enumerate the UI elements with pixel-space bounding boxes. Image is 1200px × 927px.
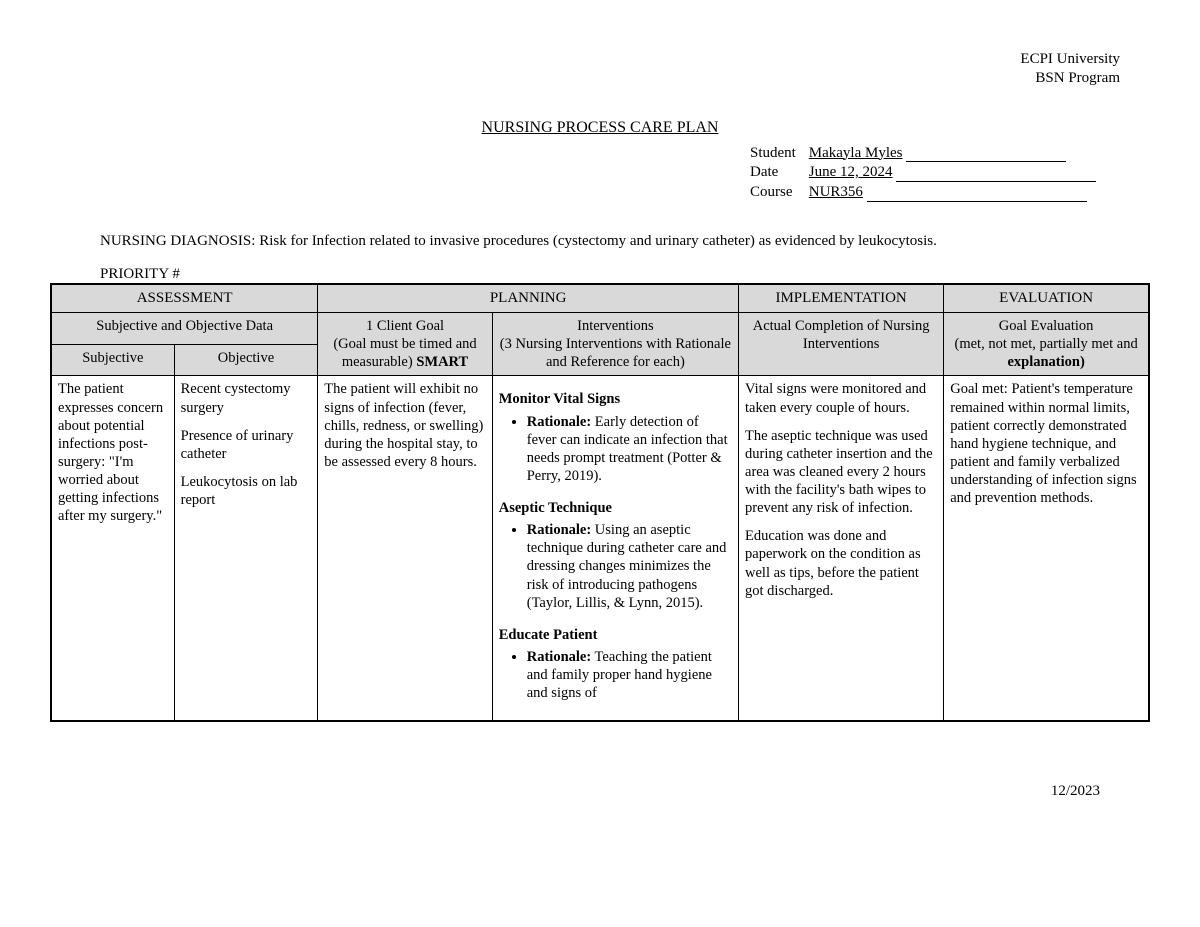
impl-2: The aseptic technique was used during ca… — [745, 427, 937, 518]
int3-item: Rationale: Teaching the patient and fami… — [527, 648, 732, 702]
int1-title: Monitor Vital Signs — [499, 390, 732, 408]
cell-objective: Recent cystectomy surgery Presence of ur… — [174, 376, 318, 721]
diagnosis-label: NURSING DIAGNOSIS: — [100, 233, 255, 249]
col-interventions: Interventions (3 Nursing Interventions w… — [492, 313, 738, 376]
col-eval-line2a: (met, not met, partially met and — [955, 336, 1138, 352]
care-plan-table: ASSESSMENT PLANNING IMPLEMENTATION EVALU… — [50, 283, 1150, 722]
col-eval-line1: Goal Evaluation — [950, 317, 1142, 335]
objective-3: Leukocytosis on lab report — [181, 473, 312, 509]
date-blank — [896, 181, 1096, 182]
int2-item: Rationale: Using an aseptic technique du… — [527, 521, 732, 612]
course-blank — [867, 201, 1087, 202]
int3-title: Educate Patient — [499, 626, 732, 644]
objective-1: Recent cystectomy surgery — [181, 380, 312, 416]
page-title-text: NURSING PROCESS CARE PLAN — [482, 119, 719, 136]
student-label: Student — [750, 144, 805, 163]
col-subj-obj: Subjective and Objective Data — [51, 313, 318, 345]
col-planning: PLANNING — [318, 284, 739, 312]
cell-implementation: Vital signs were monitored and taken eve… — [739, 376, 944, 721]
date-label: Date — [750, 163, 805, 182]
meta-block: Student Makayla Myles Date June 12, 2024… — [750, 144, 1150, 202]
cell-subjective: The patient expresses concern about pote… — [51, 376, 174, 721]
page-title: NURSING PROCESS CARE PLAN — [50, 118, 1150, 138]
int1-item: Rationale: Early detection of fever can … — [527, 413, 732, 486]
impl-1: Vital signs were monitored and taken eve… — [745, 380, 937, 416]
student-blank — [906, 161, 1066, 162]
header-institution: ECPI University BSN Program — [50, 50, 1120, 88]
course-label: Course — [750, 183, 805, 202]
footer-date: 12/2023 — [50, 782, 1100, 801]
col-impl: Actual Completion of Nursing Interventio… — [739, 313, 944, 376]
col-implementation: IMPLEMENTATION — [739, 284, 944, 312]
col-eval-line2b: explanation) — [1007, 354, 1084, 370]
cell-goal: The patient will exhibit no signs of inf… — [318, 376, 492, 721]
col-goal: 1 Client Goal (Goal must be timed and me… — [318, 313, 492, 376]
date-value: June 12, 2024 — [809, 164, 893, 180]
col-assessment: ASSESSMENT — [51, 284, 318, 312]
col-goal-bold: SMART — [416, 354, 468, 370]
int3-label: Rationale: — [527, 649, 591, 665]
int2-title: Aseptic Technique — [499, 499, 732, 517]
col-evaluation: EVALUATION — [944, 284, 1149, 312]
col-int-line1: Interventions — [499, 317, 732, 335]
int2-label: Rationale: — [527, 522, 591, 538]
header-line-2: BSN Program — [50, 69, 1120, 88]
student-value: Makayla Myles — [809, 145, 903, 161]
priority-label: PRIORITY # — [100, 265, 1150, 284]
nursing-diagnosis: NURSING DIAGNOSIS: Risk for Infection re… — [100, 232, 1150, 251]
impl-3: Education was done and paperwork on the … — [745, 527, 937, 600]
col-int-line2: (3 Nursing Interventions with Rationale … — [499, 335, 732, 371]
col-goal-line1: 1 Client Goal — [324, 317, 485, 335]
col-eval: Goal Evaluation (met, not met, partially… — [944, 313, 1149, 376]
int1-label: Rationale: — [527, 414, 591, 430]
objective-2: Presence of urinary catheter — [181, 427, 312, 463]
header-line-1: ECPI University — [50, 50, 1120, 69]
course-value: NUR356 — [809, 184, 863, 200]
cell-interventions: Monitor Vital Signs Rationale: Early det… — [492, 376, 738, 721]
diagnosis-text: Risk for Infection related to invasive p… — [259, 233, 937, 249]
col-objective: Objective — [174, 344, 318, 376]
cell-evaluation: Goal met: Patient's temperature remained… — [944, 376, 1149, 721]
col-subjective: Subjective — [51, 344, 174, 376]
